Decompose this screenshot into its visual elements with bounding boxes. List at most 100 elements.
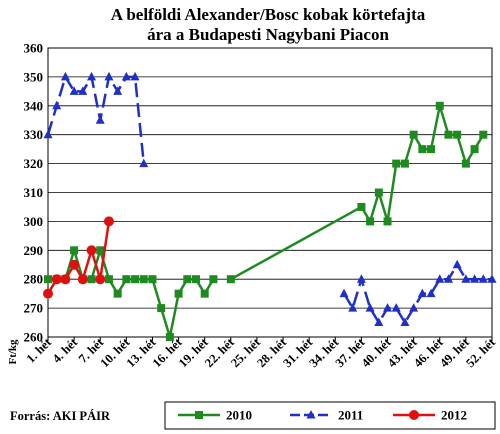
data-point-square <box>195 411 203 419</box>
data-point-triangle <box>60 71 70 81</box>
data-point-triangle <box>470 274 480 283</box>
series-lines <box>43 71 497 341</box>
data-point-circle <box>77 274 88 285</box>
data-point-triangle <box>52 100 62 110</box>
data-point-circle <box>51 274 62 285</box>
data-point-triangle <box>391 303 401 312</box>
data-point-square <box>96 246 105 255</box>
y-axis-label: Ft/kg <box>7 339 19 365</box>
data-point-square <box>374 188 383 197</box>
data-point-circle <box>95 274 106 285</box>
series-2011 <box>43 71 497 327</box>
data-point-square <box>139 275 148 284</box>
legend-frame <box>164 401 496 430</box>
data-point-square <box>87 275 96 284</box>
y-axis-ticks: 260 270 280 290 300 310 320 330 340 350 360 <box>24 41 44 345</box>
data-point-square <box>409 130 418 139</box>
data-point-square <box>113 289 122 298</box>
y-tick-label: 310 <box>24 185 44 200</box>
data-point-triangle <box>400 317 410 327</box>
x-tick-label: 4. hét <box>50 335 81 366</box>
series-line-2010 <box>230 104 485 281</box>
data-point-triangle <box>435 274 445 283</box>
y-tick-label: 320 <box>24 156 44 171</box>
legend: 2010 2011 2012 <box>164 401 496 430</box>
data-point-triangle <box>104 71 114 81</box>
data-point-square <box>461 159 470 168</box>
data-point-square <box>453 130 462 139</box>
chart-title-line-1: A belföldi Alexander/Bosc kobak körtefaj… <box>111 5 426 24</box>
plot-area-frame <box>47 47 493 338</box>
data-point-circle <box>103 216 114 227</box>
data-point-triangle <box>139 158 149 168</box>
data-point-square <box>104 275 113 284</box>
data-point-square <box>357 202 366 211</box>
data-point-square <box>165 333 174 341</box>
data-point-triangle <box>87 71 97 81</box>
y-tick-label: 290 <box>24 243 44 258</box>
data-point-square <box>400 159 409 168</box>
data-point-triangle <box>487 274 497 283</box>
data-point-triangle <box>339 288 349 298</box>
data-point-triangle <box>348 303 358 312</box>
legend-label-2011: 2011 <box>338 408 363 423</box>
data-point-triangle <box>95 115 105 124</box>
chart-title-line-2: ára a Budapesti Nagybani Piacon <box>147 25 389 44</box>
data-point-square <box>131 275 140 284</box>
data-point-square <box>435 101 444 110</box>
data-point-square <box>366 217 375 226</box>
y-tick-label: 270 <box>24 301 44 316</box>
source-note: Forrás: AKI PÁIR <box>10 409 111 423</box>
data-point-triangle <box>461 274 471 283</box>
data-point-triangle <box>121 71 131 81</box>
data-point-triangle <box>409 303 419 312</box>
data-point-triangle <box>374 317 384 327</box>
data-point-triangle <box>130 71 140 81</box>
y-tick-label: 350 <box>24 69 44 84</box>
data-point-circle <box>86 245 97 256</box>
x-tick-label: 52. hét <box>463 335 499 371</box>
data-point-triangle <box>69 86 79 95</box>
series-line-2011 <box>342 263 492 324</box>
series-line-2011 <box>46 75 146 164</box>
data-point-triangle <box>78 86 88 95</box>
legend-label-2012: 2012 <box>441 408 467 423</box>
data-point-circle <box>43 288 53 299</box>
data-point-triangle <box>356 274 366 283</box>
data-point-square <box>70 246 79 255</box>
y-tick-label: 300 <box>24 214 44 229</box>
data-point-square <box>174 289 183 298</box>
data-point-triangle <box>478 274 488 283</box>
legend-label-2010: 2010 <box>226 408 252 423</box>
data-point-square <box>392 159 401 168</box>
data-point-circle <box>60 274 71 285</box>
data-point-circle <box>69 259 80 270</box>
data-point-square <box>427 145 436 154</box>
data-point-triangle <box>417 288 427 298</box>
data-point-triangle <box>443 274 453 283</box>
data-point-square <box>479 130 488 139</box>
data-point-square <box>192 275 200 284</box>
data-point-square <box>444 130 453 139</box>
data-point-square <box>122 275 131 284</box>
y-tick-label: 330 <box>24 127 44 142</box>
data-point-square <box>148 275 157 284</box>
data-point-triangle <box>383 303 393 312</box>
data-point-square <box>44 275 52 284</box>
data-point-square <box>200 289 209 298</box>
data-point-square <box>418 145 427 154</box>
data-point-triangle <box>43 129 53 139</box>
series-2012 <box>43 216 114 299</box>
y-tick-label: 360 <box>24 41 44 56</box>
data-point-triangle <box>365 303 375 312</box>
data-point-square <box>209 275 218 284</box>
data-point-triangle <box>113 86 123 95</box>
y-tick-label: 340 <box>24 98 44 113</box>
y-tick-label: 260 <box>24 330 44 345</box>
y-tick-label: 280 <box>24 272 44 287</box>
data-point-square <box>226 275 235 284</box>
data-point-circle <box>409 410 419 420</box>
data-point-square <box>157 304 166 313</box>
data-point-triangle <box>426 288 436 298</box>
